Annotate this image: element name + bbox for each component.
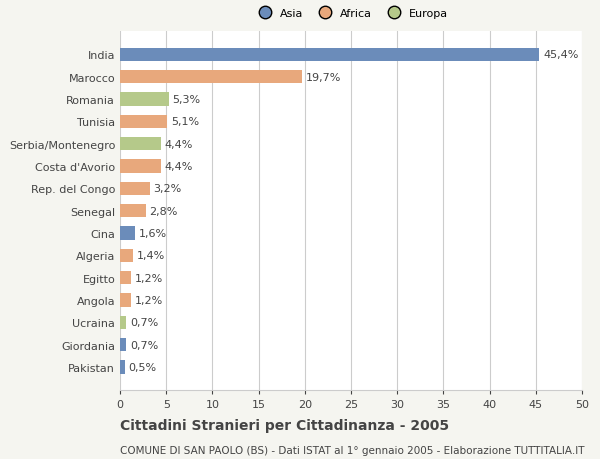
Bar	[120, 316, 127, 329]
Text: Cittadini Stranieri per Cittadinanza - 2005: Cittadini Stranieri per Cittadinanza - 2…	[120, 418, 449, 431]
Text: 1,2%: 1,2%	[135, 295, 163, 305]
Bar	[120, 182, 149, 196]
Bar	[120, 338, 127, 352]
Text: 5,3%: 5,3%	[173, 95, 201, 105]
Text: 1,2%: 1,2%	[135, 273, 163, 283]
Bar	[120, 227, 135, 240]
Text: 4,4%: 4,4%	[164, 139, 193, 149]
Bar	[120, 204, 146, 218]
Text: 2,8%: 2,8%	[149, 206, 178, 216]
Bar	[120, 249, 133, 263]
Text: COMUNE DI SAN PAOLO (BS) - Dati ISTAT al 1° gennaio 2005 - Elaborazione TUTTITAL: COMUNE DI SAN PAOLO (BS) - Dati ISTAT al…	[120, 445, 584, 455]
Text: 0,7%: 0,7%	[130, 340, 158, 350]
Bar	[120, 93, 169, 106]
Legend: Asia, Africa, Europa: Asia, Africa, Europa	[250, 4, 452, 23]
Bar	[120, 115, 167, 129]
Text: 1,6%: 1,6%	[139, 229, 167, 238]
Bar	[120, 360, 125, 374]
Text: 0,7%: 0,7%	[130, 318, 158, 328]
Text: 5,1%: 5,1%	[171, 117, 199, 127]
Bar	[120, 71, 302, 84]
Text: 45,4%: 45,4%	[543, 50, 578, 60]
Text: 4,4%: 4,4%	[164, 162, 193, 172]
Bar	[120, 160, 161, 173]
Text: 19,7%: 19,7%	[306, 73, 341, 82]
Bar	[120, 138, 161, 151]
Text: 1,4%: 1,4%	[137, 251, 165, 261]
Text: 0,5%: 0,5%	[128, 362, 157, 372]
Bar	[120, 271, 131, 285]
Bar	[120, 294, 131, 307]
Text: 3,2%: 3,2%	[153, 184, 182, 194]
Bar	[120, 48, 539, 62]
